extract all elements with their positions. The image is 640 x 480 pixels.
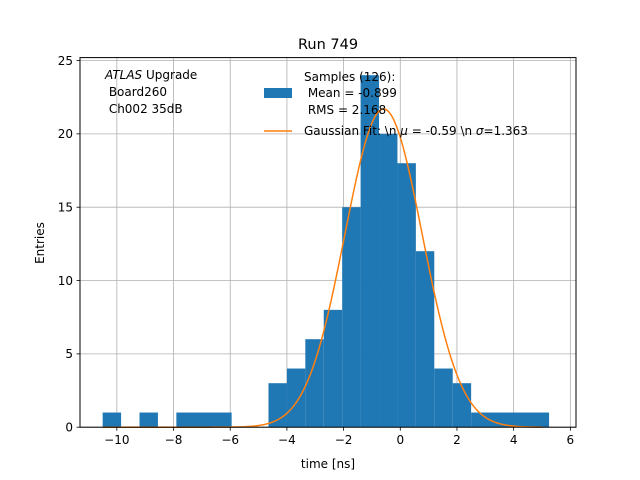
histogram-bar	[379, 133, 398, 428]
histogram-bar	[397, 163, 416, 428]
y-tick-label: 5	[65, 347, 73, 361]
histogram-bar	[342, 207, 361, 428]
x-tick-label: 4	[510, 433, 518, 447]
y-tick-label: 25	[58, 54, 73, 68]
histogram-bar	[452, 383, 472, 428]
x-tick-label: −2	[335, 433, 353, 447]
legend-bar-swatch	[264, 88, 292, 98]
histogram-bar	[102, 412, 122, 428]
annotation-line-2: Board260	[105, 85, 167, 99]
legend-samples-line-2: Mean = -0.899	[304, 86, 397, 100]
histogram-bar	[176, 412, 232, 428]
x-tick-label: −8	[165, 433, 183, 447]
histogram-bar	[415, 251, 435, 428]
y-tick-label: 15	[58, 201, 73, 215]
y-tick-label: 20	[58, 127, 73, 141]
x-tick-label: −6	[221, 433, 239, 447]
legend-fit-prefix: Gaussian Fit: \n	[304, 124, 400, 138]
annotation-atlas: ATLAS	[104, 68, 143, 82]
histogram-bar	[305, 339, 324, 428]
legend-samples-line-3: RMS = 2.168	[304, 103, 386, 117]
x-tick-label: 6	[567, 433, 575, 447]
atlas-annotation: ATLAS Upgrade Board260 Ch002 35dB	[104, 68, 197, 116]
legend-fit-mu-symbol: μ	[399, 124, 408, 138]
legend-fit-label: Gaussian Fit: \n μ = -0.59 \n σ=1.363	[304, 124, 528, 138]
histogram-bar	[286, 368, 306, 428]
y-axis-label: Entries	[33, 222, 47, 264]
legend-fit-sigma-value: =1.363	[484, 124, 528, 138]
histogram-bar	[434, 368, 453, 428]
annotation-upgrade: Upgrade	[142, 68, 197, 82]
y-tick-label: 0	[65, 421, 73, 435]
x-axis-label: time [ns]	[301, 457, 355, 471]
x-tick-label: 0	[396, 433, 404, 447]
x-tick-label: 2	[453, 433, 461, 447]
legend: Samples (126): Mean = -0.899 RMS = 2.168…	[264, 70, 528, 138]
histogram-bar	[360, 75, 380, 428]
x-tick-label: −4	[278, 433, 296, 447]
histogram-bar	[268, 383, 287, 428]
y-tick-label: 10	[58, 274, 73, 288]
x-axis-ticks: −10 −8 −6 −4 −2 0 2 4 6	[104, 427, 574, 447]
histogram-bar	[471, 412, 550, 428]
legend-samples-line-1: Samples (126):	[304, 70, 395, 84]
y-axis-ticks: 0 5 10 15 20 25	[58, 54, 80, 435]
chart-title: Run 749	[298, 37, 358, 53]
histogram-bar	[323, 309, 343, 428]
annotation-line-3: Ch002 35dB	[105, 102, 183, 116]
plot-frame	[79, 57, 577, 428]
annotation-line-1: ATLAS Upgrade	[104, 68, 197, 82]
legend-fit-mu-value: = -0.59 \n	[408, 124, 476, 138]
histogram-bar	[139, 412, 158, 428]
x-tick-label: −10	[104, 433, 129, 447]
legend-fit-sigma-symbol: σ	[476, 124, 484, 138]
